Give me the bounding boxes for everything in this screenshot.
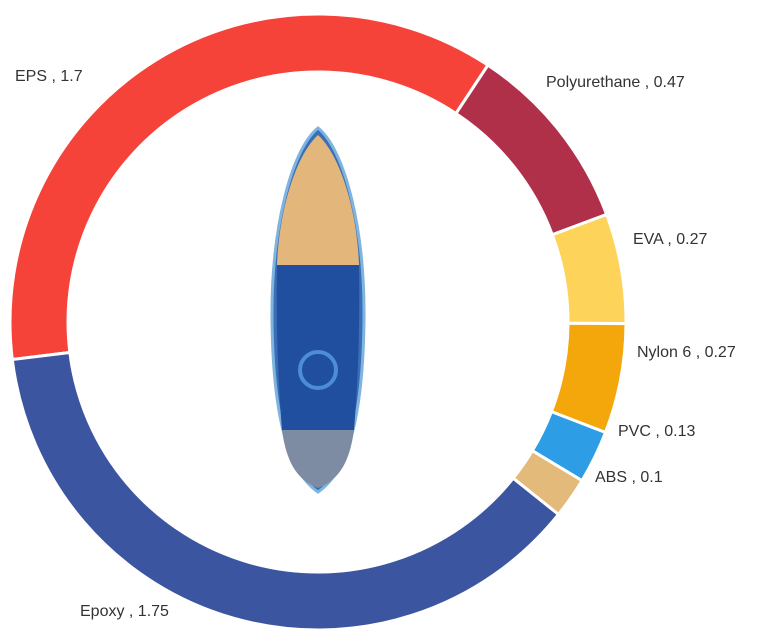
- slice-label: Polyurethane , 0.47: [546, 74, 685, 91]
- donut-slice: [8, 12, 491, 362]
- slice-label: EVA , 0.27: [633, 231, 708, 248]
- donut-slice: [10, 350, 561, 632]
- donut-slice: [550, 212, 628, 326]
- board-tail: [282, 430, 354, 488]
- slice-label: PVC , 0.13: [618, 423, 695, 440]
- slice-label: EPS , 1.7: [15, 68, 83, 85]
- donut-ring: [8, 12, 628, 632]
- board-deck: [276, 265, 360, 430]
- slice-label: ABS , 0.1: [595, 469, 663, 486]
- board-wood: [277, 135, 359, 265]
- slice-label: Epoxy , 1.75: [80, 603, 169, 620]
- slice-label: Nylon 6 , 0.27: [637, 344, 736, 361]
- board-logo: [298, 350, 338, 390]
- board-illustration: [270, 126, 366, 494]
